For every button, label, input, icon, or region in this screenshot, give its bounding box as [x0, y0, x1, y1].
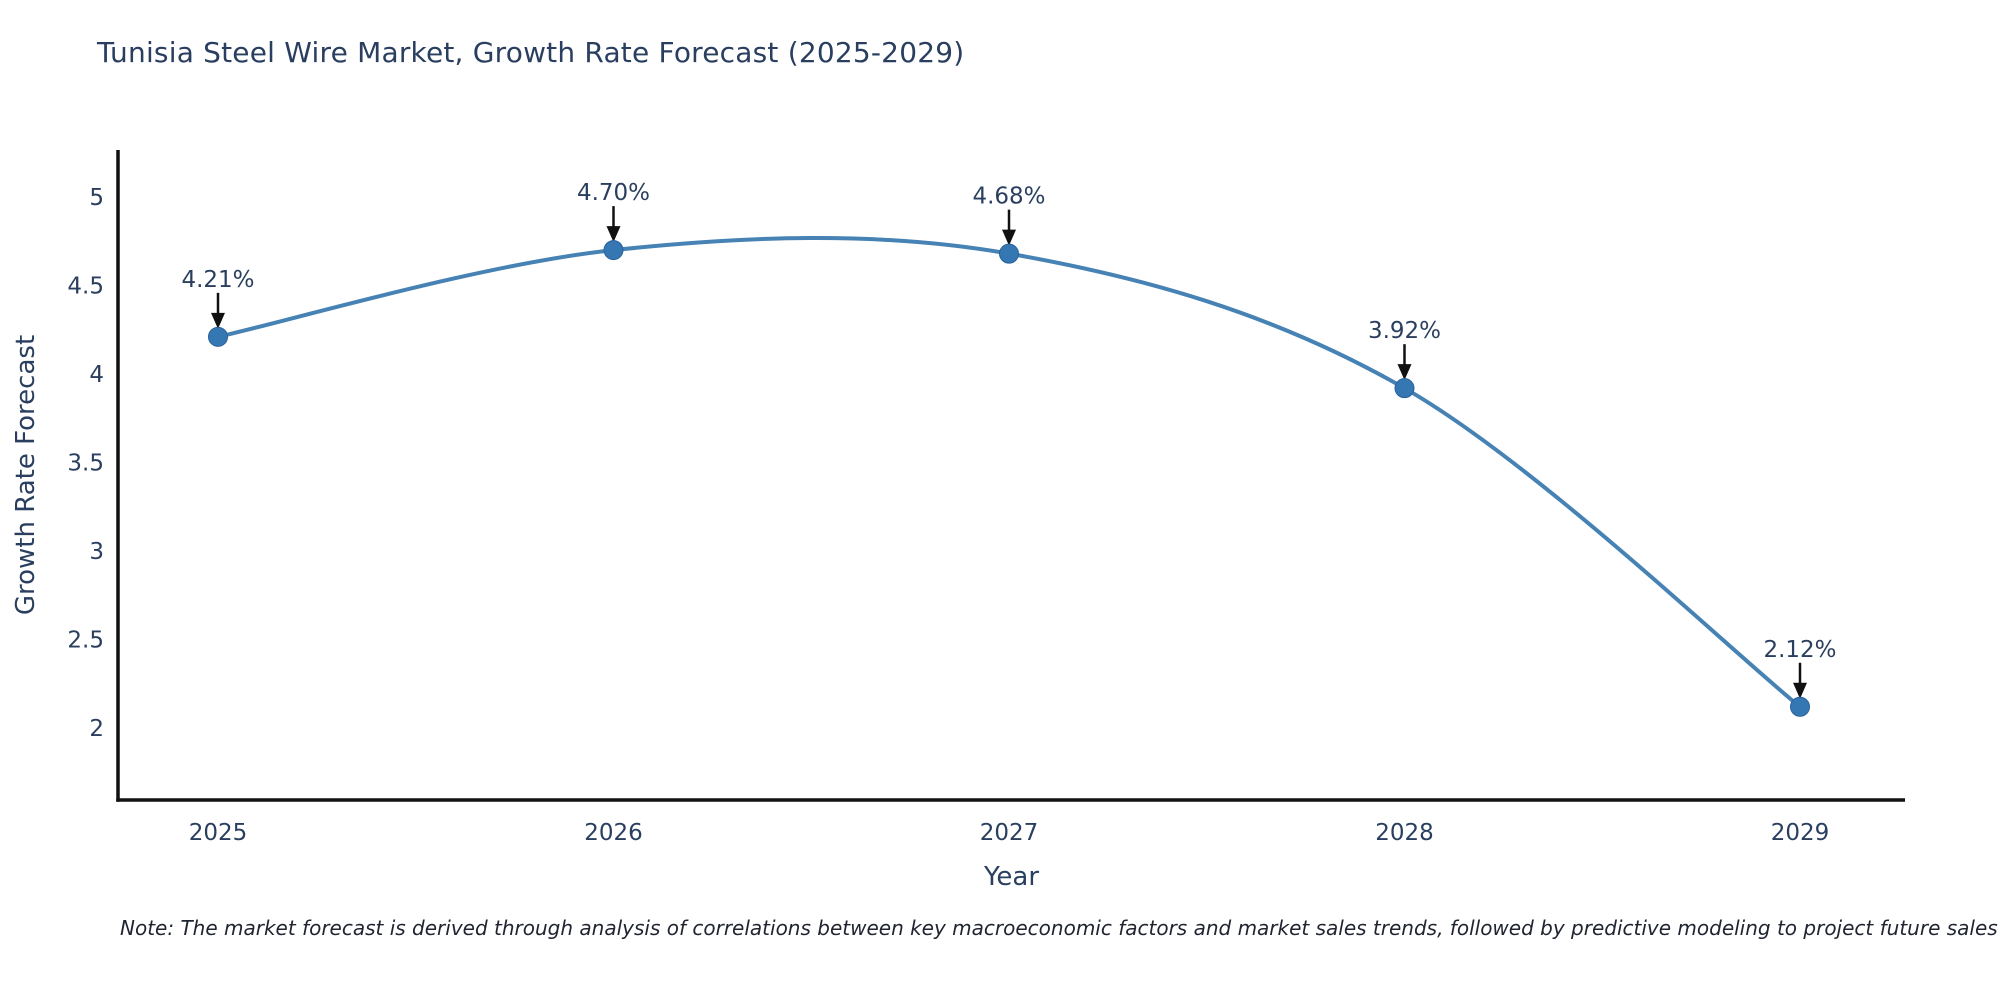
- point-label-2025: 4.21%: [181, 267, 254, 293]
- chart-title: Tunisia Steel Wire Market, Growth Rate F…: [97, 36, 965, 69]
- x-tick-label: 2026: [584, 820, 643, 846]
- y-tick-label: 2: [89, 716, 104, 742]
- data-point-2025[interactable]: [208, 326, 228, 347]
- y-tick-label: 4: [89, 362, 104, 388]
- point-label-2028: 3.92%: [1368, 318, 1441, 344]
- data-point-2028[interactable]: [1394, 378, 1415, 399]
- point-label-2029: 2.12%: [1763, 637, 1836, 663]
- y-tick-label: 4.5: [67, 274, 104, 300]
- x-tick-label: 2029: [1771, 820, 1830, 846]
- x-tick-label: 2025: [189, 820, 248, 846]
- forecast-spline-line: [216, 236, 1802, 709]
- x-tick-label: 2028: [1375, 820, 1434, 846]
- data-point-2026[interactable]: [603, 240, 624, 261]
- point-label-2026: 4.70%: [577, 180, 650, 206]
- y-tick-label: 3.5: [67, 451, 104, 477]
- y-tick-label: 3: [89, 539, 104, 565]
- annotation-arrow-head: [1397, 364, 1412, 381]
- y-axis-title: Growth Rate Forecast: [11, 335, 41, 615]
- point-label-2027: 4.68%: [972, 184, 1045, 210]
- x-tick-label: 2027: [980, 820, 1039, 846]
- annotation-arrow-head: [606, 226, 621, 243]
- annotation-arrow-head: [1002, 229, 1016, 246]
- annotation-arrow-head: [1793, 682, 1807, 699]
- annotation-arrow-head: [211, 312, 225, 329]
- data-point-2029[interactable]: [1790, 696, 1810, 717]
- y-tick-label: 2.5: [67, 628, 104, 654]
- y-tick-label: 5: [89, 185, 104, 211]
- footnote: Note: The market forecast is derived thr…: [120, 916, 1998, 940]
- x-axis-title: Year: [983, 862, 1039, 892]
- data-point-2027[interactable]: [999, 243, 1019, 264]
